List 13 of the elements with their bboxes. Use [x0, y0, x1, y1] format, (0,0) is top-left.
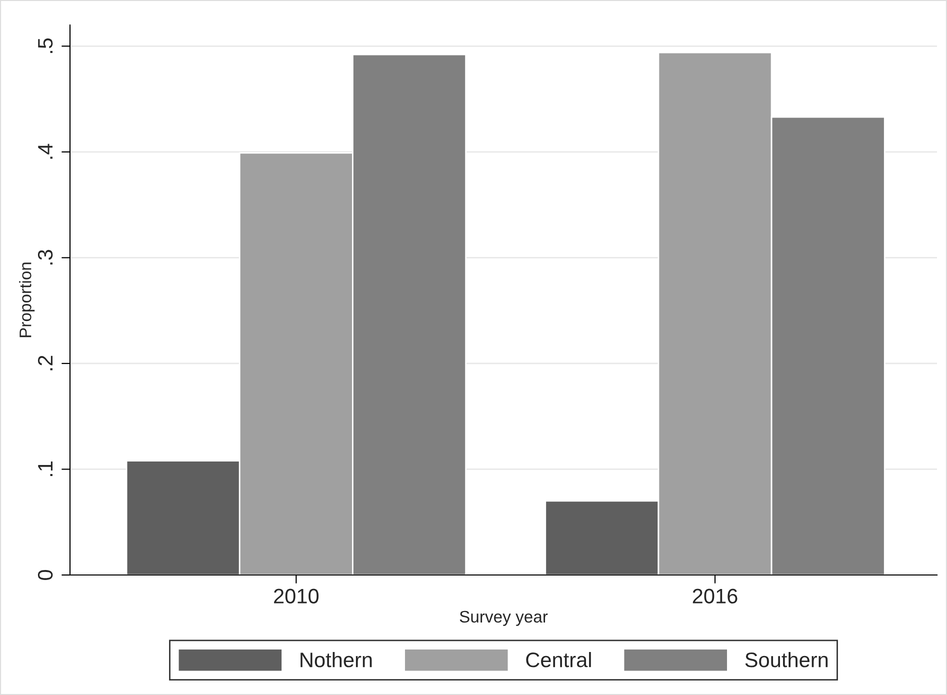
legend-label: Central — [526, 652, 591, 668]
y-axis-title: Proportion — [19, 262, 35, 338]
x-tick-label: 2016 — [692, 588, 738, 604]
y-tick-label: .4 — [38, 144, 52, 159]
y-tick-label: .3 — [38, 250, 53, 264]
y-tick-label: .5 — [38, 38, 53, 53]
y-tick-label: 0 — [38, 570, 53, 580]
legend-label: Nothern — [300, 652, 372, 668]
y-tick-label: .2 — [38, 356, 52, 370]
x-tick-label: 2010 — [274, 588, 319, 604]
x-axis-title: Survey year — [460, 610, 548, 626]
legend-label: Southern — [745, 652, 828, 668]
y-tick-label: .1 — [38, 462, 52, 476]
